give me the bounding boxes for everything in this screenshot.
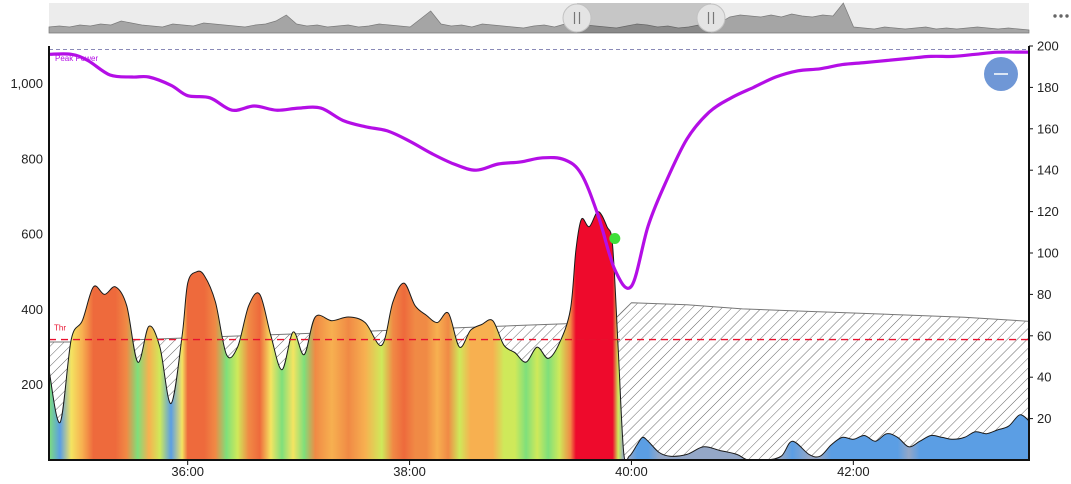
pause-grip-icon <box>573 12 581 24</box>
hover-marker <box>609 233 621 245</box>
navigator-left-handle[interactable] <box>562 3 592 33</box>
right-axis-ticks: 20 40 60 80 100 120 140 160 180 200 <box>1029 39 1059 426</box>
left-tick-label: 400 <box>21 302 43 317</box>
right-tick-label: 40 <box>1037 370 1051 385</box>
right-tick-label: 20 <box>1037 411 1051 426</box>
right-tick-label: 140 <box>1037 163 1059 178</box>
zoom-out-button[interactable] <box>984 57 1018 91</box>
left-tick-label: 1,000 <box>10 76 43 91</box>
x-tick-label: 38:00 <box>393 464 426 479</box>
peak-power-series-label: Peak Power <box>55 54 98 63</box>
right-tick-label: 180 <box>1037 80 1059 95</box>
navigator-selection-window[interactable] <box>577 3 711 33</box>
right-tick-label: 60 <box>1037 328 1051 343</box>
right-tick-label: 80 <box>1037 287 1051 302</box>
right-tick-label: 200 <box>1037 39 1059 54</box>
navigator-overview-area <box>48 2 1030 34</box>
x-axis-ticks: 36:00 38:00 40:00 42:00 <box>171 460 870 479</box>
x-tick-label: 42:00 <box>837 464 870 479</box>
navigator-right-handle[interactable] <box>696 3 726 33</box>
left-tick-label: 200 <box>21 377 43 392</box>
left-tick-label: 600 <box>21 227 43 242</box>
right-tick-label: 120 <box>1037 204 1059 219</box>
more-options-button[interactable] <box>1048 8 1070 24</box>
left-tick-label: 800 <box>21 151 43 166</box>
more-horizontal-icon <box>1053 14 1069 18</box>
pause-grip-icon <box>707 12 715 24</box>
power-area <box>49 211 1029 460</box>
left-axis-ticks: 200 400 600 800 1,000 <box>10 76 43 392</box>
navigator[interactable] <box>48 2 1030 34</box>
x-tick-label: 36:00 <box>171 464 204 479</box>
threshold-label: Thr <box>54 324 66 333</box>
right-tick-label: 160 <box>1037 121 1059 136</box>
power-outline <box>49 211 1029 460</box>
x-tick-label: 40:00 <box>615 464 648 479</box>
peak-power-line <box>49 50 1029 290</box>
right-tick-label: 100 <box>1037 246 1059 261</box>
